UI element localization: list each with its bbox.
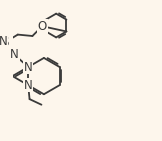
Text: S: S [1, 36, 9, 49]
Text: O: O [38, 20, 47, 33]
Text: N: N [24, 79, 33, 92]
Text: N: N [0, 35, 7, 48]
Text: N: N [24, 60, 33, 73]
Text: N: N [10, 48, 19, 61]
